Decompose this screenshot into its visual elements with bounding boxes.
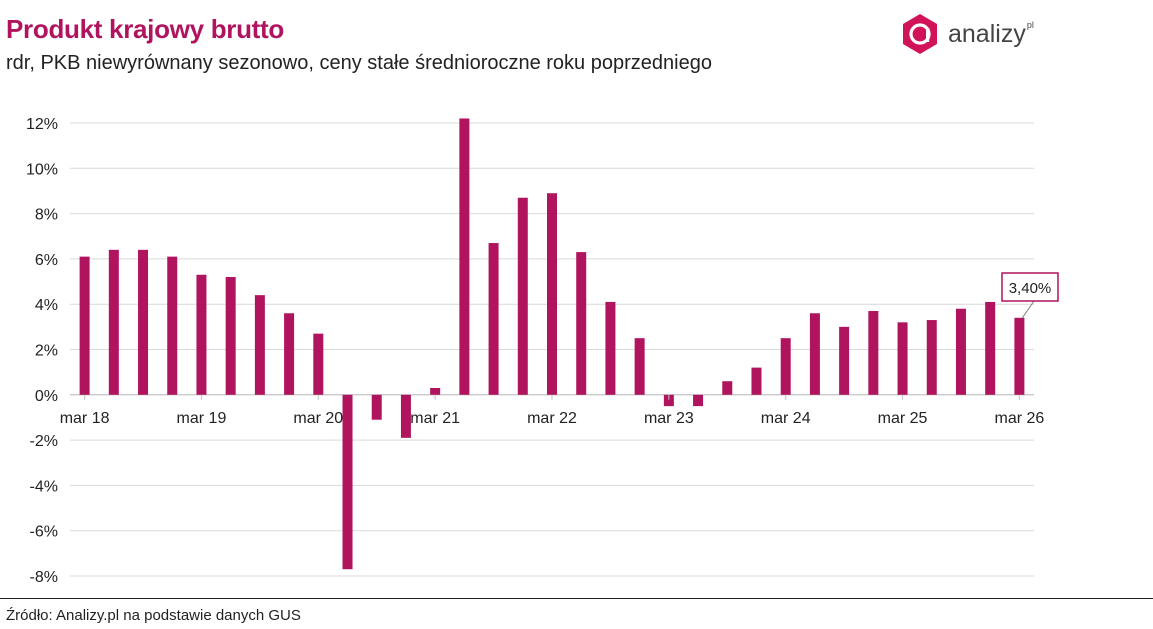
gdp-bar-chart: 12% 10% 8% 6% 4% 2% 0% -2% -4% -6% -8% mar 18 mar 19… <box>26 116 1059 586</box>
bar <box>926 320 937 395</box>
bar <box>576 252 587 395</box>
bar <box>722 381 733 395</box>
bar <box>780 338 791 395</box>
x-tick-label: mar 25 <box>878 410 928 427</box>
bar <box>693 394 704 407</box>
bar <box>108 249 119 395</box>
x-tick-label: mar 26 <box>994 410 1044 427</box>
annotation-leader <box>1021 300 1035 319</box>
bar <box>284 313 295 395</box>
x-tick-label: mar 18 <box>60 410 110 427</box>
x-tick-label: mar 24 <box>761 410 811 427</box>
bar <box>985 301 996 395</box>
bar <box>400 394 411 438</box>
analizy-logo-suffix: pl <box>1026 20 1034 30</box>
bar <box>342 394 353 570</box>
bar <box>517 197 528 395</box>
bar <box>751 367 762 395</box>
y-tick-label: -6% <box>30 524 58 541</box>
bar <box>196 274 207 395</box>
bar <box>79 256 90 395</box>
x-tick-label: mar 21 <box>410 410 460 427</box>
analizy-logo[interactable]: analizy pl <box>900 12 1034 56</box>
bar <box>605 301 616 395</box>
annotation-box <box>1001 272 1059 302</box>
x-tick-label: mar 23 <box>644 410 694 427</box>
y-tick-label: -2% <box>30 433 58 450</box>
y-tick-label: 12% <box>26 116 58 133</box>
chart-title: Produkt krajowy brutto <box>6 14 284 44</box>
x-tick-label: mar 22 <box>527 410 577 427</box>
bar <box>663 394 674 407</box>
y-tick-label: 0% <box>35 388 58 405</box>
y-tick-label: 10% <box>26 161 58 178</box>
bar <box>955 308 966 395</box>
y-tick-label: 4% <box>35 297 58 314</box>
y-tick-label: 8% <box>35 207 58 224</box>
bar <box>254 295 265 395</box>
bar <box>634 338 645 395</box>
y-tick-label: 2% <box>35 343 58 360</box>
bar <box>430 388 441 395</box>
bar <box>839 326 850 395</box>
annotation-label: 3,40% <box>1009 280 1052 297</box>
bar <box>547 193 557 395</box>
bar <box>868 310 879 395</box>
bar <box>371 394 382 420</box>
analizy-logo-icon <box>903 14 937 54</box>
bar <box>225 277 236 395</box>
chart-subtitle: rdr, PKB niewyrównany sezonowo, ceny sta… <box>6 52 712 74</box>
source-note: Źródło: Analizy.pl na podstawie danych G… <box>6 607 301 624</box>
y-tick-label: -4% <box>30 478 58 495</box>
bar <box>897 322 908 395</box>
bar <box>1014 317 1025 395</box>
bar <box>313 333 324 395</box>
x-tick-label: mar 20 <box>293 410 343 427</box>
y-tick-label: 6% <box>35 252 58 269</box>
bar <box>488 243 499 395</box>
bar <box>138 249 149 395</box>
analizy-logo-text: analizy <box>948 19 1026 48</box>
bar <box>809 313 820 395</box>
footer-divider <box>0 598 1153 599</box>
x-tick-label: mar 19 <box>177 410 227 427</box>
y-tick-label: -8% <box>30 569 58 586</box>
bar <box>459 118 470 395</box>
bar <box>167 256 178 395</box>
